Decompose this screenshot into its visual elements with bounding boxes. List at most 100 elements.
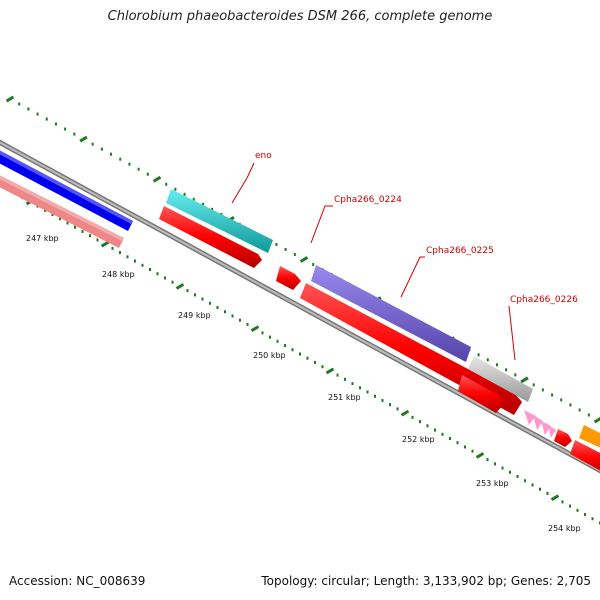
gene-label-eno: eno (255, 151, 272, 161)
ring-tick (584, 513, 586, 517)
ring-tick (495, 363, 498, 367)
ring-tick (486, 458, 489, 462)
gene-cds-4[interactable] (458, 375, 503, 413)
ring-tick (591, 517, 594, 521)
gene-cds-6[interactable] (570, 440, 600, 476)
tick-label: 250 kbp (253, 351, 286, 360)
ring-tick (152, 175, 162, 183)
ring-tick (100, 147, 103, 151)
tick-label: 247 kbp (26, 234, 59, 243)
ring-tick (89, 234, 91, 238)
ring-tick (18, 102, 21, 106)
ring-tick (520, 376, 529, 384)
ring-tick (486, 358, 489, 362)
feature-blue[interactable] (0, 148, 133, 231)
ring-tick (5, 95, 15, 103)
ring-tick (164, 276, 166, 280)
ring-tick (325, 367, 335, 375)
ring-tick (276, 339, 279, 343)
ring-tick (81, 229, 84, 233)
ring-tick (36, 112, 39, 116)
ring-tick (560, 398, 563, 402)
ring-tick (449, 437, 451, 440)
ring-tick (146, 172, 149, 176)
ring-tick (366, 390, 369, 394)
ring-tick (532, 383, 535, 387)
ring-tick (524, 479, 526, 483)
outer-dotted-ring (5, 95, 600, 424)
ring-tick (51, 213, 54, 217)
ring-tick (137, 167, 140, 171)
ring-tick (306, 356, 309, 360)
ring-tick (505, 368, 508, 372)
gene-eno[interactable] (166, 189, 273, 253)
ring-tick (216, 306, 219, 310)
tick-label: 253 kbp (476, 479, 509, 488)
ring-tick (400, 409, 410, 417)
ring-tick (344, 377, 346, 381)
ring-tick (314, 360, 316, 364)
tick-label: 254 kbp (548, 524, 581, 533)
ring-tick (374, 394, 376, 398)
ring-tick (59, 217, 61, 221)
ring-tick (224, 310, 226, 314)
ring-tick (27, 107, 30, 111)
ring-tick (192, 197, 195, 201)
ring-tick (291, 348, 294, 352)
ring-tick (411, 415, 414, 419)
ring-tick (201, 297, 204, 301)
ring-tick (441, 432, 444, 436)
genome-backbone (0, 139, 600, 474)
ring-tick (284, 344, 286, 348)
small-pink-features[interactable] (524, 410, 556, 438)
ring-tick (119, 157, 122, 161)
ring-tick (541, 388, 544, 392)
ring-tick (100, 240, 110, 248)
ring-tick (576, 508, 579, 512)
feature-orange[interactable] (579, 425, 600, 452)
gene-cds-5[interactable] (554, 429, 572, 447)
ring-tick (239, 318, 241, 322)
ring-tick (174, 187, 177, 191)
ring-tick (171, 280, 174, 284)
gene-label-cpha266-0224: Cpha266_0224 (334, 195, 402, 205)
gene-label-cpha266-0225: Cpha266_0225 (426, 246, 494, 256)
ring-tick (54, 122, 57, 126)
ring-tick (396, 407, 399, 411)
gene-cds-2[interactable] (276, 266, 301, 290)
feature-pink[interactable] (0, 173, 124, 248)
ring-tick (269, 335, 271, 339)
ring-tick (587, 413, 590, 417)
ring-tick (464, 445, 466, 449)
kbp-tick-labels: 247 kbp 248 kbp 249 kbp 250 kbp 251 kbp … (26, 234, 581, 533)
ring-tick (539, 487, 541, 491)
ring-tick (175, 283, 185, 290)
ring-tick (550, 494, 560, 501)
ring-tick (165, 182, 168, 186)
ring-tick (389, 403, 391, 407)
ring-tick (64, 127, 67, 131)
ring-tick (516, 475, 519, 479)
ring-tick (128, 162, 131, 166)
ring-tick (494, 462, 496, 466)
ring-tick (514, 373, 517, 377)
map-title: Chlorobium phaeobacteroides DSM 266, com… (107, 9, 493, 24)
ring-tick (156, 272, 159, 276)
ring-tick (434, 428, 436, 432)
ring-tick (74, 225, 76, 229)
gene-cds-1[interactable] (159, 206, 262, 268)
ring-tick (561, 500, 564, 504)
accession-text: Accession: NC_008639 (9, 574, 146, 588)
tick-label: 249 kbp (178, 311, 211, 320)
gene-cpha266-0226[interactable] (468, 356, 533, 402)
ring-tick (501, 466, 504, 470)
ring-tick (351, 382, 354, 386)
ring-tick (261, 331, 264, 335)
ring-tick (275, 242, 278, 246)
ring-tick (110, 152, 113, 156)
ring-tick (426, 424, 429, 428)
ring-tick (246, 322, 249, 326)
ring-tick (475, 452, 485, 459)
gene-cpha266-0225[interactable] (311, 265, 471, 362)
